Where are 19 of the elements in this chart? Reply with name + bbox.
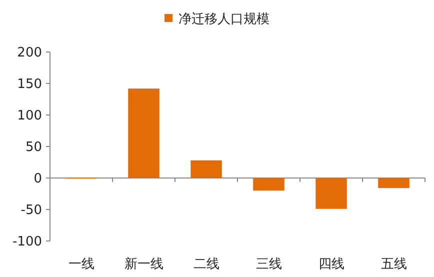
y-tick-label: 200: [17, 46, 42, 60]
x-tick-label: 新一线: [124, 257, 164, 272]
x-tick-label: 四线: [318, 257, 344, 272]
y-tick-label: -100: [12, 234, 42, 250]
bar: [128, 88, 160, 178]
bar: [316, 178, 347, 209]
y-tick-label: 50: [25, 140, 42, 155]
legend-label: 净迁移人口规模: [178, 12, 270, 27]
x-tick-label: 一线: [68, 257, 94, 272]
y-tick-label: 100: [17, 108, 42, 124]
x-tick-label: 二线: [193, 257, 220, 272]
y-tick-label: 0: [34, 172, 42, 186]
x-tick-label: 五线: [380, 257, 407, 272]
x-tick-label: 三线: [256, 257, 282, 272]
bar: [190, 160, 222, 178]
bar: [378, 178, 410, 188]
bar: [253, 178, 284, 191]
y-tick-label: 150: [17, 77, 42, 92]
y-tick-label: -50: [20, 203, 42, 218]
